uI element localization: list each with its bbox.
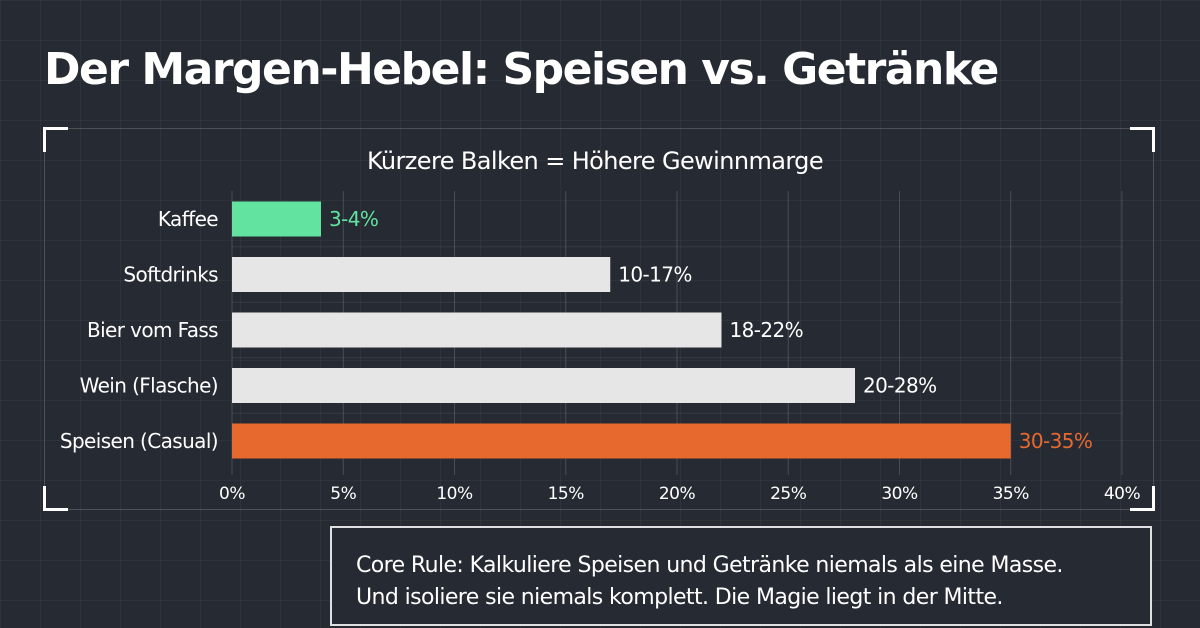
x-tick-label: 40% (1104, 484, 1141, 504)
bar-chart: Kürzere Balken = Höhere Gewinnmarge 0% 5%… (60, 147, 1141, 504)
bar-kaffee (232, 201, 321, 237)
x-tick-label: 35% (993, 484, 1030, 504)
core-rule-text: Core Rule: Kalkuliere Speisen und Geträn… (356, 550, 1146, 614)
x-tick-label: 15% (548, 484, 585, 504)
frame-corner-top-left (43, 127, 68, 152)
bar-speisen-casual (232, 423, 1011, 459)
bar-bier-vom-fass (232, 312, 722, 348)
category-label: Speisen (Casual) (60, 429, 218, 453)
x-tick-label: 25% (770, 484, 807, 504)
data-label: 18-22% (730, 318, 804, 342)
x-tick-label: 30% (881, 484, 918, 504)
category-label: Bier vom Fass (87, 318, 218, 342)
bars (232, 201, 1011, 459)
data-label: 20-28% (863, 374, 937, 398)
bar-softdrinks (232, 257, 611, 292)
chart-panel: Kürzere Balken = Höhere Gewinnmarge 0% 5%… (43, 127, 1155, 511)
frame-corner-bottom-right (1130, 486, 1155, 511)
core-rule-line-2: Und isoliere sie niemals komplett. Die M… (356, 585, 1003, 610)
x-tick-label: 5% (330, 484, 356, 504)
x-tick-label: 20% (659, 484, 696, 504)
chart-title: Kürzere Balken = Höhere Gewinnmarge (367, 147, 823, 175)
x-tick-label: 10% (436, 484, 473, 504)
frame-corner-bottom-left (43, 486, 68, 511)
data-label: 10-17% (618, 263, 692, 287)
page-title: Der Margen-Hebel: Speisen vs. Getränke (44, 44, 999, 95)
data-label: 3-4% (329, 207, 378, 231)
data-label: 30-35% (1019, 429, 1093, 453)
core-rule-callout: Core Rule: Kalkuliere Speisen und Geträn… (330, 526, 1152, 626)
frame-corner-top-right (1130, 127, 1155, 152)
x-tick-label: 0% (219, 484, 245, 504)
core-rule-line-1: Core Rule: Kalkuliere Speisen und Geträn… (356, 553, 1063, 578)
labels: 0% 5% 10% 15% 20% 25% 30% 35% 40% Kaffee 3-4% Softd… (60, 207, 1141, 504)
category-label: Kaffee (158, 207, 218, 231)
category-label: Softdrinks (123, 263, 218, 287)
bar-wein-flasche (232, 368, 855, 403)
category-label: Wein (Flasche) (80, 374, 218, 398)
